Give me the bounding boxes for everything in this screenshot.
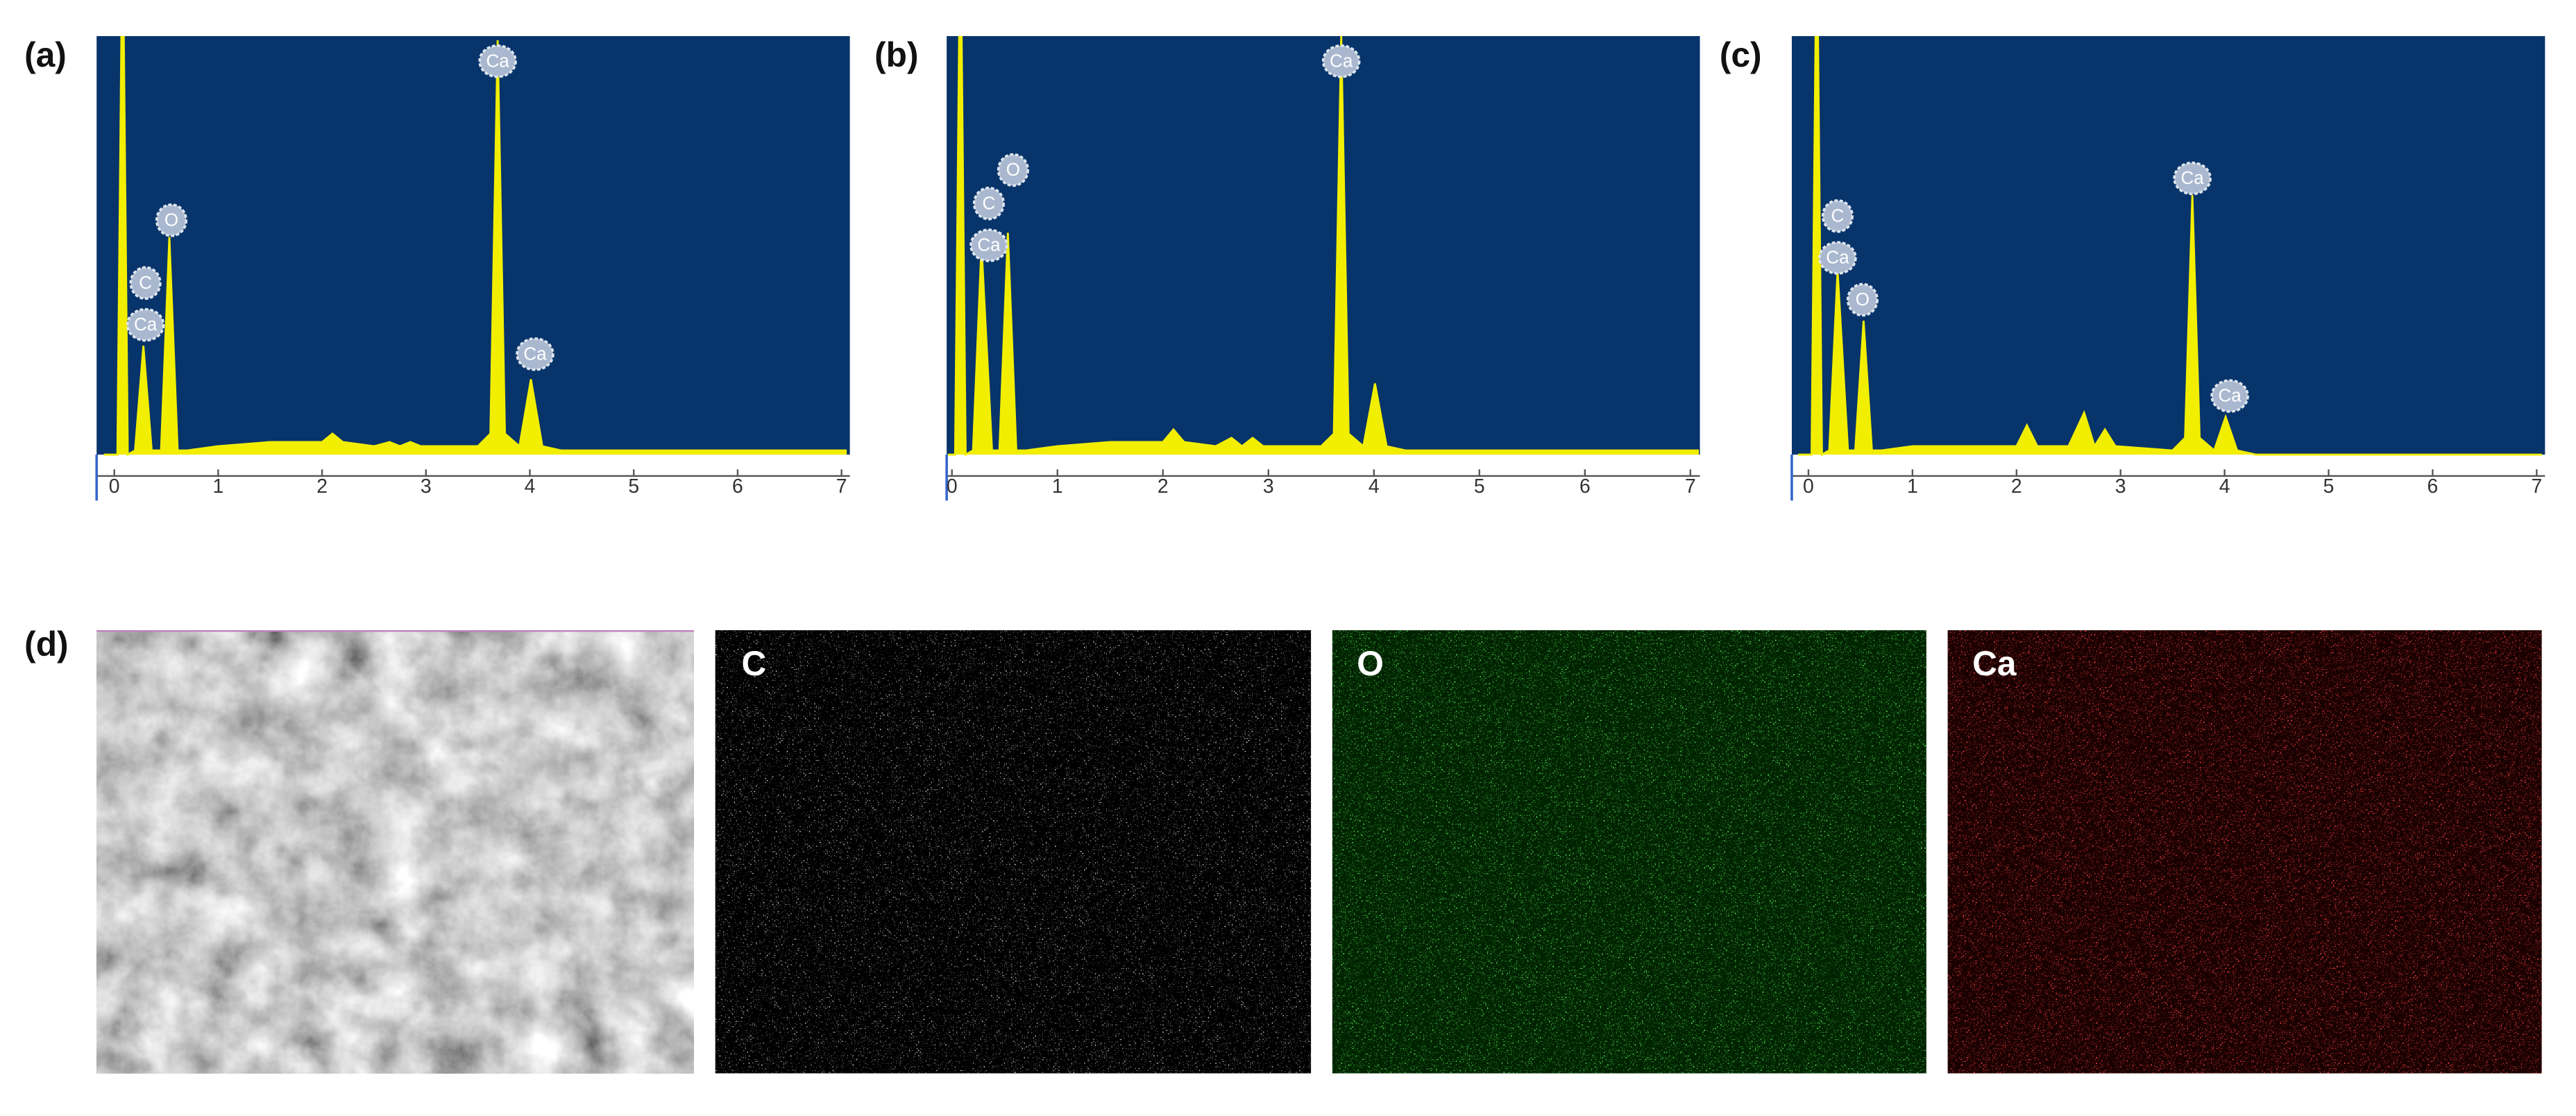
spectrum-chart: (b) 0 1 2 3 4 5 6 7 Ca OC Ca [874, 35, 1700, 501]
x-tick-label: 1 [1052, 475, 1063, 498]
peak-annotation: O [1856, 289, 1870, 310]
x-tick-label: 0 [1803, 475, 1814, 498]
x-tick-label: 2 [2011, 475, 2022, 498]
annotation-badge [1818, 241, 1857, 275]
peak-annotation: O [164, 209, 178, 230]
spectrum-line [947, 36, 1700, 457]
x-tick-label: 7 [1685, 475, 1696, 498]
annotation-badge [1846, 282, 1879, 317]
plot-background [947, 36, 1700, 455]
annotation-badge [997, 153, 1029, 187]
x-tick-label: 0 [947, 475, 958, 498]
spectrum-line [103, 36, 847, 457]
peak-annotation: Ca [2218, 385, 2242, 406]
plot-background [1791, 36, 2545, 455]
spectrum-line [1797, 36, 2542, 457]
map-o-noise [1332, 630, 1926, 1074]
peak-annotation: Ca [1330, 50, 1353, 71]
annotation-badge [2210, 379, 2249, 413]
annotation-badge [129, 266, 162, 301]
peak-annotation: C [139, 272, 152, 293]
x-tick-label: 5 [1474, 475, 1485, 498]
peak-annotation: Ca [977, 235, 1001, 255]
peak-annotation: Ca [2181, 167, 2205, 188]
maps: (d) C O Ca [24, 625, 2542, 1074]
annotation-badge [2173, 161, 2212, 196]
map-ca-noise [1947, 630, 2542, 1074]
peak-annotation: Ca [486, 50, 509, 71]
x-tick-label: 2 [1158, 475, 1169, 498]
x-tick-label: 0 [109, 475, 120, 498]
peak-annotation: Ca [1826, 247, 1849, 268]
peak-annotation: C [1831, 205, 1845, 226]
annotation-badge [155, 203, 188, 237]
x-tick-label: 7 [836, 475, 847, 498]
x-tick-label: 5 [2323, 475, 2334, 498]
annotation-badge [516, 337, 554, 371]
map-label: O [1357, 644, 1384, 683]
x-tick-label: 4 [525, 475, 536, 498]
annotation-badge [126, 307, 165, 342]
x-tick-label: 5 [628, 475, 639, 498]
sem-texture [96, 630, 694, 1074]
x-tick-label: 4 [2219, 475, 2230, 498]
peak-annotation: C [983, 192, 996, 213]
panel-label: (a) [24, 35, 67, 74]
annotation-badge [1821, 199, 1854, 233]
annotation-badge [972, 186, 1006, 221]
spectrum-chart: (c) 0 1 2 3 4 5 6 7 C Ca O Ca Ca [1720, 35, 2545, 501]
annotation-badge [1321, 44, 1361, 78]
x-tick-label: 1 [212, 475, 223, 498]
spectrum-chart: (a) 0 1 2 3 4 5 6 7 Ca C Ca O Ca [24, 35, 850, 501]
map-label: C [742, 644, 767, 683]
x-tick-label: 3 [421, 475, 432, 498]
peak-annotation: O [1006, 159, 1020, 180]
x-tick-label: 6 [1579, 475, 1591, 498]
plot-background [96, 36, 850, 455]
x-tick-label: 4 [1368, 475, 1380, 498]
x-tick-label: 3 [1263, 475, 1274, 498]
x-tick-label: 2 [316, 475, 328, 498]
peak-annotation: Ca [523, 343, 547, 364]
x-tick-label: 6 [732, 475, 743, 498]
map-c-noise [715, 630, 1312, 1074]
map-label: Ca [1972, 644, 2017, 683]
x-tick-label: 6 [2427, 475, 2439, 498]
panel-label: (d) [24, 625, 68, 663]
peak-annotation: Ca [134, 314, 158, 335]
panel-label: (b) [874, 35, 918, 74]
panel-label: (c) [1720, 35, 1762, 74]
x-tick-label: 7 [2531, 475, 2542, 498]
x-tick-label: 3 [2115, 475, 2126, 498]
annotation-badge [478, 44, 517, 78]
annotation-badge [969, 228, 1008, 262]
x-tick-label: 1 [1907, 475, 1918, 498]
